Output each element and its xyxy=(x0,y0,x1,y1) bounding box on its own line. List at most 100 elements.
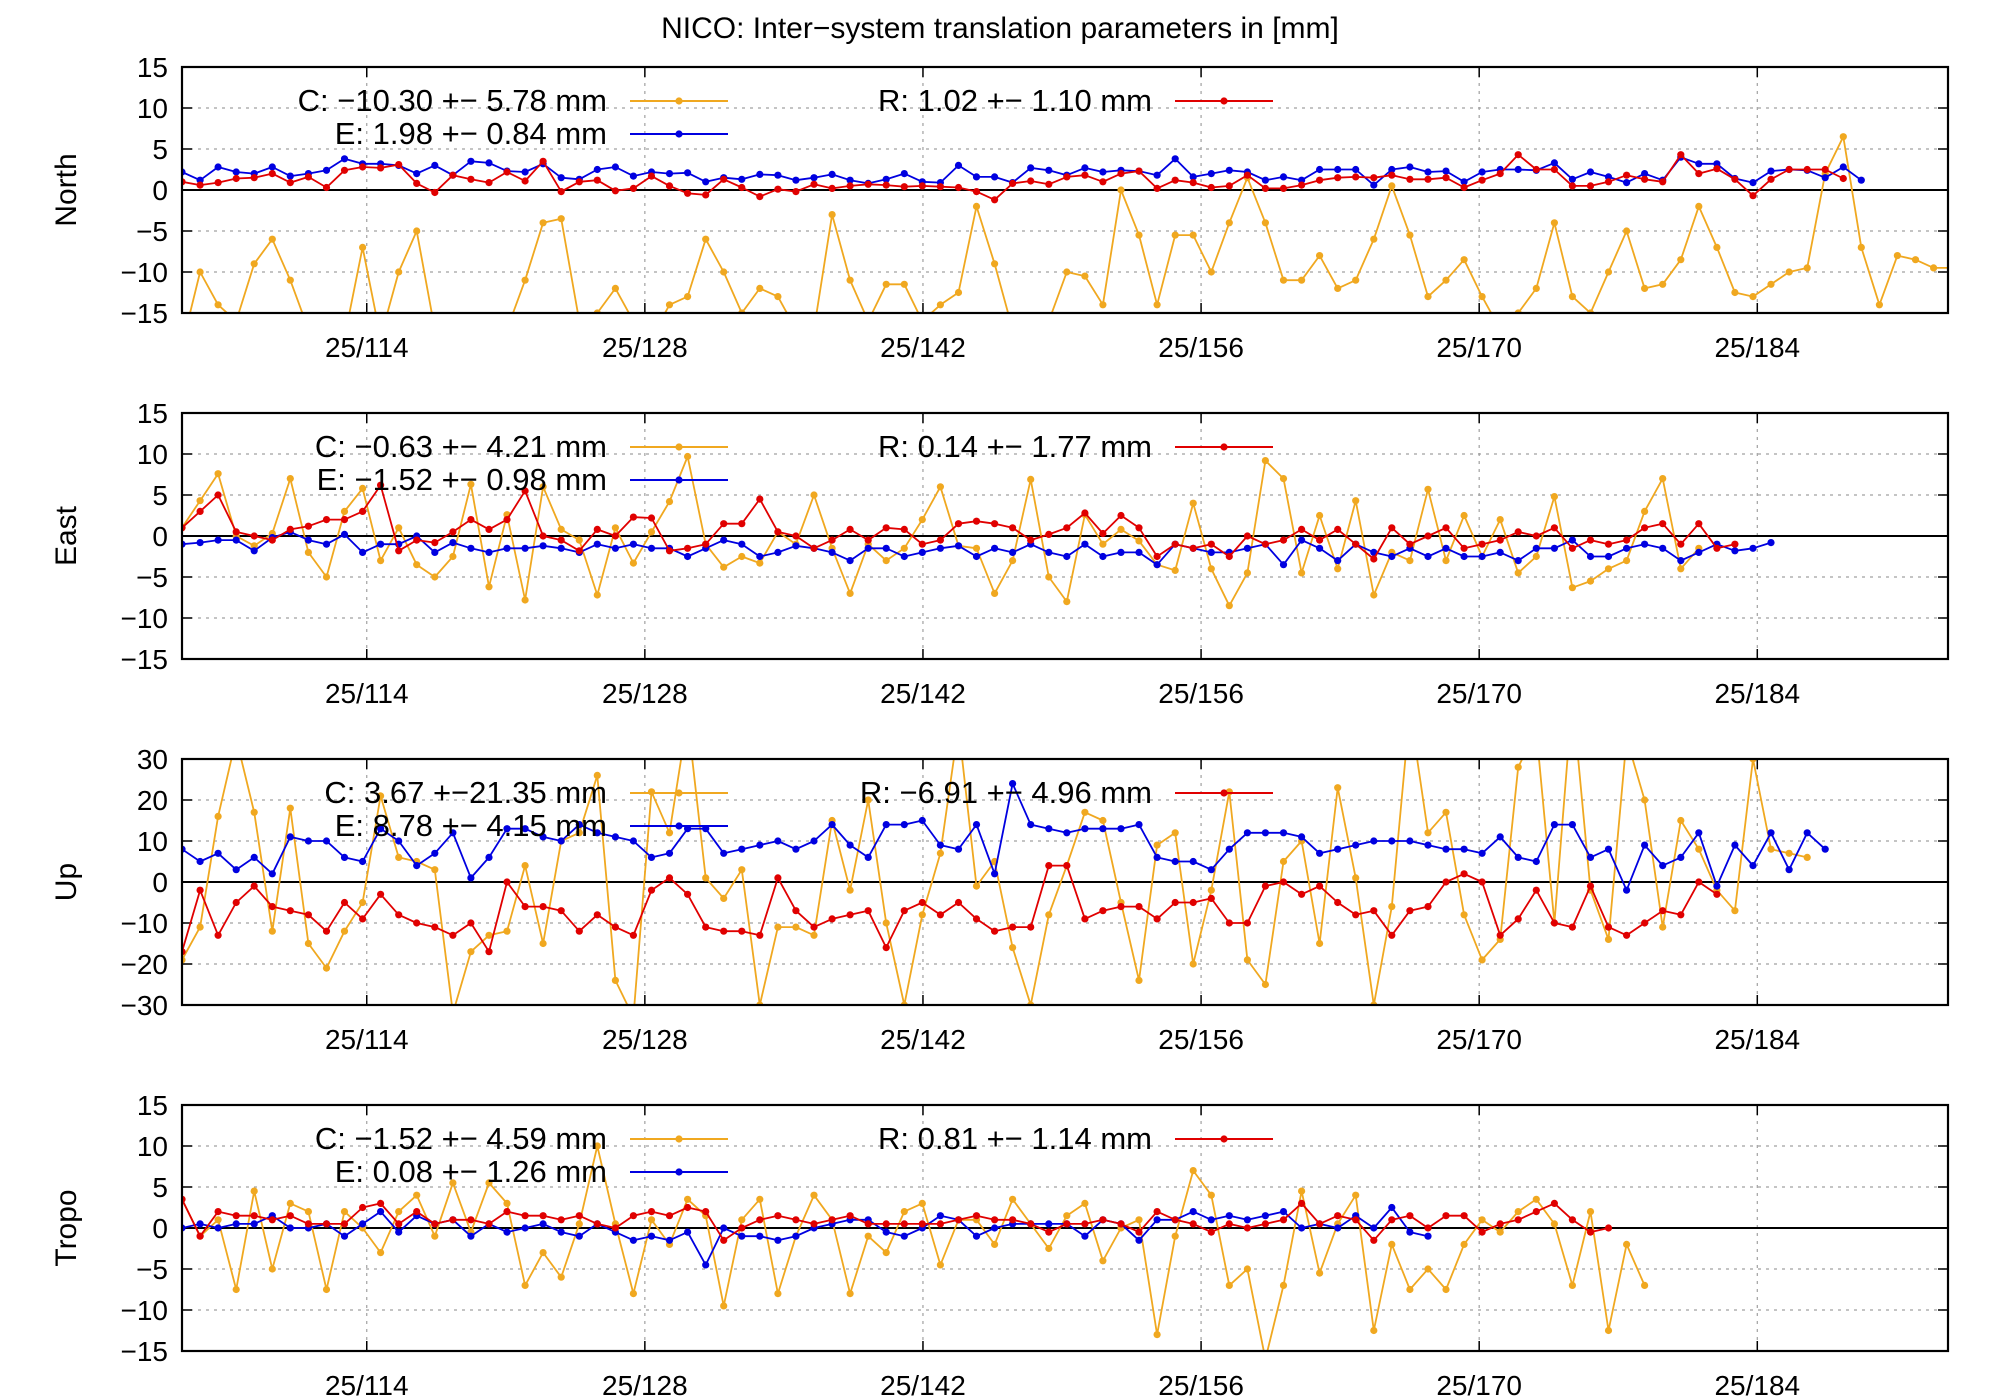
data-point-R xyxy=(503,168,511,176)
data-point-R xyxy=(1081,171,1089,179)
data-point-C xyxy=(1081,1199,1089,1207)
data-point-R xyxy=(377,890,385,898)
data-point-R xyxy=(485,179,493,187)
data-point-E xyxy=(1406,163,1414,171)
data-point-R xyxy=(1514,915,1522,923)
y-tick-label: 0 xyxy=(152,867,168,898)
data-point-R xyxy=(972,915,981,923)
data-point-C xyxy=(774,1290,782,1298)
data-point-E xyxy=(557,837,565,845)
data-point-C xyxy=(521,276,529,284)
data-point-E xyxy=(1334,845,1342,853)
data-point-C xyxy=(1532,284,1540,292)
data-point-C xyxy=(286,475,294,483)
data-point-R xyxy=(1009,524,1017,532)
data-point-R xyxy=(665,874,674,882)
data-point-R xyxy=(1225,182,1233,190)
data-point-R xyxy=(1334,1212,1342,1220)
data-point-R xyxy=(431,923,439,931)
legend-label-E: E: 8.78 +− 4.15 mm xyxy=(335,808,607,843)
data-point-R xyxy=(1171,1216,1179,1224)
legend-marker-E xyxy=(675,1168,683,1176)
data-point-E xyxy=(1171,155,1179,163)
data-point-R xyxy=(1045,530,1053,539)
data-point-E xyxy=(1749,179,1757,187)
data-point-R xyxy=(1478,540,1486,548)
data-point-E xyxy=(1352,841,1360,849)
data-point-R xyxy=(611,187,620,195)
y-tick-label: −30 xyxy=(121,990,169,1021)
x-tick-label: 25/114 xyxy=(325,1024,409,1055)
data-point-E xyxy=(304,536,312,544)
data-point-R xyxy=(1568,544,1576,552)
data-point-E xyxy=(1695,829,1703,837)
data-point-E xyxy=(575,821,583,829)
data-point-E xyxy=(1063,829,1071,837)
data-point-E xyxy=(214,849,222,857)
data-point-R xyxy=(1009,923,1017,931)
data-point-E xyxy=(1081,825,1089,833)
data-point-C xyxy=(485,931,493,939)
data-point-C xyxy=(936,1261,945,1269)
data-point-R xyxy=(1568,923,1576,931)
data-point-C xyxy=(1027,475,1035,483)
data-point-R xyxy=(1406,175,1414,183)
data-point-R xyxy=(232,174,240,183)
data-point-C xyxy=(1641,796,1649,804)
data-point-C xyxy=(1261,219,1269,227)
data-point-C xyxy=(286,804,294,812)
data-point-E xyxy=(268,870,276,878)
data-point-R xyxy=(593,525,601,534)
data-point-E xyxy=(1496,833,1504,841)
data-point-E xyxy=(1424,1232,1432,1240)
data-point-E xyxy=(1623,886,1631,894)
series-line-E xyxy=(182,156,1862,187)
x-tick-label: 25/142 xyxy=(880,1370,966,1400)
data-point-R xyxy=(1352,911,1360,919)
data-point-R xyxy=(702,191,710,199)
data-point-R xyxy=(1713,890,1721,898)
data-point-E xyxy=(467,874,475,882)
y-tick-label: 5 xyxy=(152,134,168,165)
data-point-R xyxy=(214,1208,222,1216)
data-point-E xyxy=(539,833,547,841)
data-point-C xyxy=(1189,231,1197,239)
data-point-R xyxy=(1225,1220,1233,1228)
data-point-C xyxy=(936,301,945,309)
data-point-R xyxy=(991,1216,999,1224)
data-point-C xyxy=(1785,268,1793,276)
y-tick-label: 0 xyxy=(152,1213,168,1244)
data-point-R xyxy=(304,173,312,181)
data-point-R xyxy=(756,193,764,201)
data-point-R xyxy=(395,547,403,555)
data-point-E xyxy=(485,853,493,862)
data-point-R xyxy=(1713,165,1721,173)
data-point-C xyxy=(413,1191,421,1199)
data-point-E xyxy=(720,849,728,857)
data-point-R xyxy=(1135,524,1143,532)
data-point-C xyxy=(359,898,367,907)
data-point-C xyxy=(738,866,746,874)
data-point-C xyxy=(665,498,674,506)
data-point-R xyxy=(684,544,692,552)
data-point-E xyxy=(557,1228,565,1236)
data-point-R xyxy=(1117,170,1125,178)
data-point-C xyxy=(1153,1331,1161,1339)
data-point-E xyxy=(1243,829,1251,837)
data-point-E xyxy=(286,172,294,180)
data-point-R xyxy=(1785,165,1793,174)
data-point-E xyxy=(359,857,367,866)
data-point-C xyxy=(1388,1240,1396,1248)
data-point-R xyxy=(1099,907,1107,915)
data-point-C xyxy=(503,326,510,333)
data-point-E xyxy=(1478,168,1486,176)
data-point-E xyxy=(503,825,511,833)
data-point-R xyxy=(250,532,258,540)
y-tick-label: −5 xyxy=(136,216,168,247)
data-point-C xyxy=(684,293,692,301)
data-point-E xyxy=(1550,544,1558,552)
data-point-R xyxy=(1623,171,1631,179)
data-point-C xyxy=(1533,727,1540,734)
data-point-C xyxy=(467,948,475,956)
data-point-C xyxy=(196,923,204,931)
